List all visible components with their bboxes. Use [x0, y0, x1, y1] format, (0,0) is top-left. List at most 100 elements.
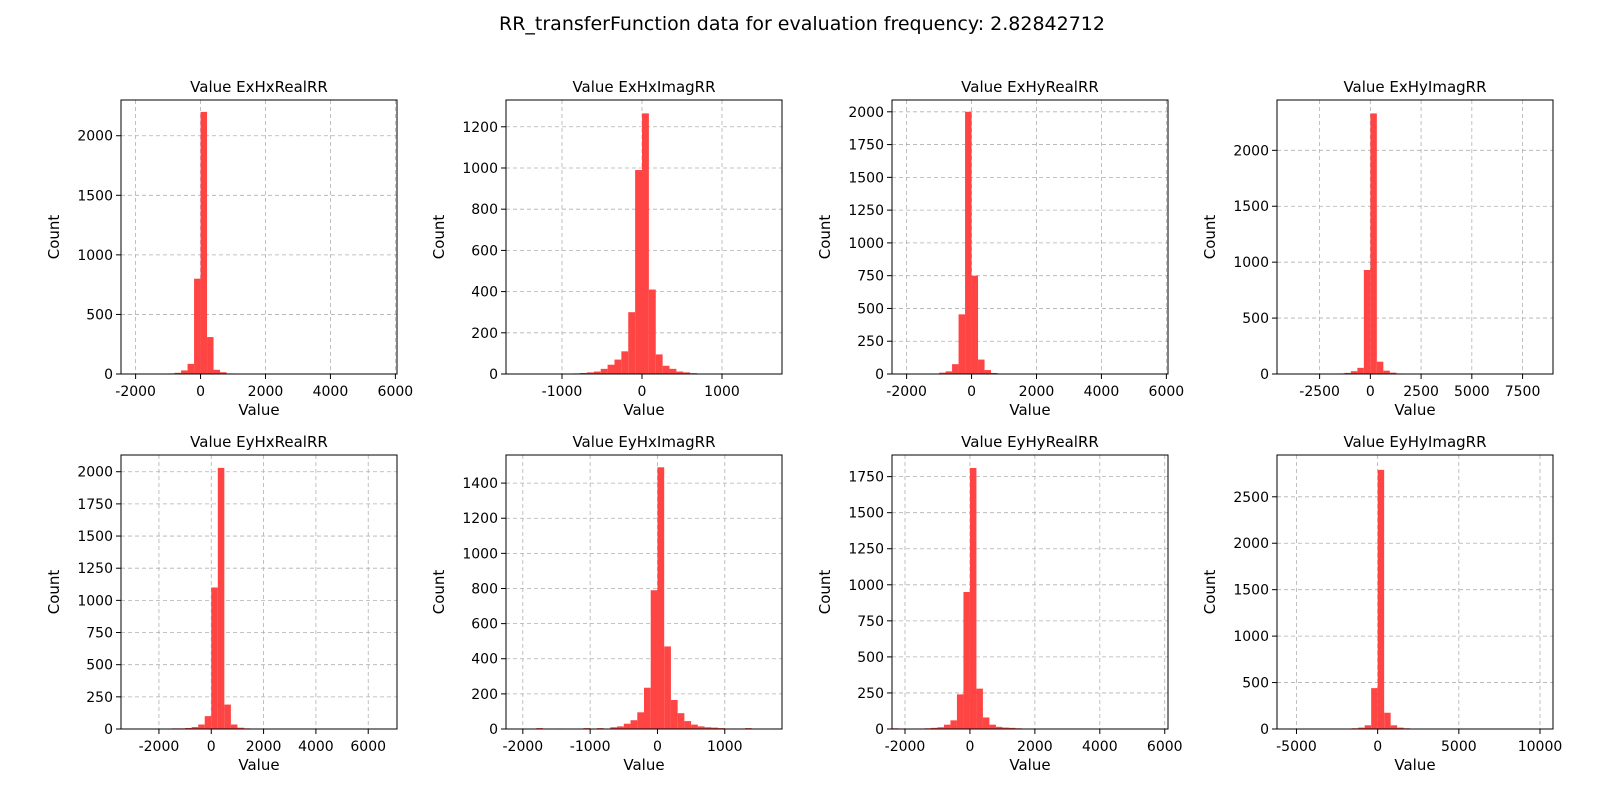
x-tick-label: 0 — [196, 384, 205, 400]
y-tick-label: 250 — [857, 686, 884, 702]
x-tick-label: 6000 — [1149, 384, 1185, 400]
x-tick-label: 2000 — [1017, 739, 1053, 755]
y-tick-label: 1250 — [848, 203, 884, 219]
y-tick-label: 250 — [857, 334, 884, 350]
histogram-bar — [628, 312, 636, 374]
y-tick-label: 0 — [104, 722, 113, 738]
histogram-bar — [1371, 688, 1378, 729]
y-axis-label: Count — [45, 570, 63, 615]
x-tick-label: 7500 — [1505, 384, 1541, 400]
x-tick-label: 1000 — [704, 384, 740, 400]
subplot-6: -2000 -1000 0 1000 0 200 400 600 800 1000 1200 1400… — [430, 433, 783, 774]
histogram-bar — [224, 704, 231, 729]
y-tick-label: 200 — [471, 687, 498, 703]
y-tick-label: 1500 — [848, 170, 884, 186]
y-tick-label: 2500 — [1233, 490, 1269, 506]
y-tick-label: 1000 — [462, 546, 498, 562]
subplot-7: -2000 0 2000 4000 60000250500750100012501500… — [816, 433, 1183, 774]
y-tick-label: 1200 — [462, 511, 498, 527]
histogram-bar — [600, 368, 608, 374]
x-tick-label: 0 — [967, 384, 976, 400]
axes-frame — [505, 99, 783, 375]
histogram-bar — [614, 359, 622, 374]
x-tick-label: 1000 — [707, 739, 743, 755]
y-axis-label: Count — [1201, 215, 1219, 260]
x-tick-label: 6000 — [350, 739, 386, 755]
histogram-bar — [194, 278, 201, 374]
histogram-bar — [198, 724, 205, 729]
y-tick-label: 1750 — [848, 138, 884, 154]
x-tick-label: -2000 — [886, 384, 927, 400]
y-tick-label: 0 — [875, 367, 884, 383]
subplots: -2000 0 2000 4000 60000500100015002000Value … — [45, 78, 1562, 774]
histogram-bar — [664, 646, 671, 729]
x-axis-label: Value — [238, 401, 279, 419]
histogram-bar — [704, 727, 712, 729]
histogram-bar — [623, 723, 631, 729]
x-tick-label: 0 — [638, 384, 647, 400]
histogram-bar — [697, 726, 705, 729]
y-tick-label: 400 — [471, 285, 498, 301]
histogram-bar — [982, 717, 990, 729]
histogram-bar — [958, 314, 966, 374]
y-tick-label: 750 — [86, 626, 113, 642]
histogram-bar — [1363, 269, 1371, 374]
histogram-bar — [684, 721, 692, 729]
histogram-bar — [943, 724, 951, 729]
x-tick-label: -2000 — [502, 739, 543, 755]
histogram-bar — [650, 590, 658, 729]
subplot-1: -2000 0 2000 4000 60000500100015002000Value … — [45, 78, 413, 419]
histogram-bar — [1357, 367, 1364, 374]
y-tick-label: 0 — [875, 722, 884, 738]
x-tick-label: 4000 — [1082, 739, 1118, 755]
y-tick-label: 500 — [857, 650, 884, 666]
histogram-bar — [1350, 371, 1358, 374]
histogram-bar — [1376, 361, 1384, 374]
histogram-bar — [677, 713, 685, 729]
x-axis-label: Value — [1009, 401, 1050, 419]
y-tick-label: 0 — [1260, 722, 1269, 738]
y-tick-label: 0 — [489, 367, 498, 383]
histogram-bar — [187, 363, 195, 374]
axes-frame — [891, 99, 1169, 375]
histogram-bar — [1389, 372, 1397, 374]
histogram-bar — [965, 111, 972, 374]
histogram-bar — [971, 275, 979, 374]
x-tick-label: 0 — [1366, 384, 1375, 400]
subplot-title: Value ExHyRealRR — [961, 78, 1099, 96]
histogram-bar — [691, 724, 698, 729]
subplot-title: Value EyHxRealRR — [190, 433, 328, 451]
histogram-bar — [220, 372, 227, 374]
y-tick-label: 1750 — [77, 497, 113, 513]
histogram-bar — [1377, 469, 1385, 729]
y-tick-label: 1000 — [77, 248, 113, 264]
x-tick-label: 5000 — [1441, 739, 1477, 755]
y-tick-label: 600 — [471, 617, 498, 633]
subplot-title: Value EyHxImagRR — [572, 433, 715, 451]
x-tick-label: 4000 — [298, 739, 334, 755]
histogram-bar — [1008, 727, 1016, 729]
histogram-bar — [655, 354, 663, 374]
y-tick-label: 1000 — [848, 236, 884, 252]
y-tick-label: 1400 — [462, 476, 498, 492]
histogram-bar — [207, 337, 214, 374]
histogram-bar — [630, 720, 638, 729]
histogram-bar — [930, 727, 938, 729]
y-tick-label: 1500 — [77, 188, 113, 204]
y-tick-label: 2000 — [77, 465, 113, 481]
histogram-bar — [657, 467, 665, 729]
x-axis-label: Value — [1394, 756, 1435, 774]
x-axis-label: Value — [238, 756, 279, 774]
histogram-bar — [1384, 712, 1391, 729]
histogram-bar — [593, 371, 601, 374]
axes-frame — [1276, 99, 1554, 375]
histogram-bar — [237, 727, 244, 729]
histogram-bar — [676, 371, 684, 374]
y-tick-label: 1000 — [77, 593, 113, 609]
y-tick-label: 1250 — [848, 542, 884, 558]
histogram-bar — [644, 687, 651, 729]
histogram-bar — [635, 170, 642, 374]
y-tick-label: 500 — [86, 307, 113, 323]
axes-frame — [1276, 454, 1554, 730]
histogram-bar — [669, 368, 677, 374]
